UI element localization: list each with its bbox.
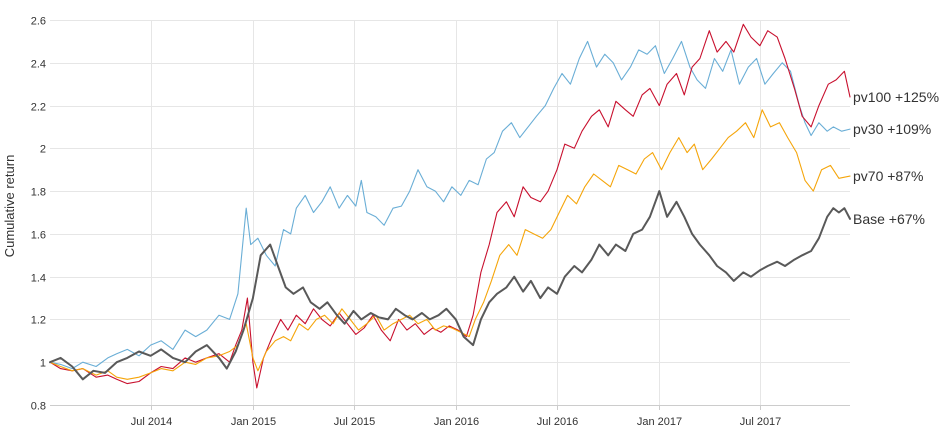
series-line-pv100 [49, 23, 851, 389]
y-axis-title: Cumulative return [2, 155, 17, 258]
series-label-pv70: pv70 +87% [853, 168, 923, 184]
series-line-pv30 [49, 40, 851, 370]
y-tick-label: 2.2 [31, 102, 46, 114]
x-tick-label: Jan 2015 [231, 416, 276, 428]
y-tick-label: 1.8 [31, 187, 46, 199]
axes: 0.8 1 1.2 1.4 1.6 1.8 2 2.2 2.4 2.6 Jul 2014 Jan 20… [31, 16, 850, 428]
y-tick-label: 1 [40, 358, 46, 370]
y-tick-label: 1.4 [31, 273, 46, 285]
x-tick-label: Jan 2017 [637, 416, 682, 428]
y-tick-label: 1.2 [31, 315, 46, 327]
y-tick-label: 2.6 [31, 16, 46, 28]
series-line-pv70 [49, 109, 851, 380]
x-tick-label: Jul 2016 [537, 416, 579, 428]
x-tick-label: Jul 2015 [334, 416, 376, 428]
series-label-base: Base +67% [853, 211, 925, 227]
series-lines [49, 23, 851, 389]
y-tick-label: 2.4 [31, 59, 46, 71]
x-tick-label: Jan 2016 [434, 416, 479, 428]
y-tick-label: 1.6 [31, 230, 46, 242]
series-label-pv100: pv100 +125% [853, 89, 939, 105]
x-tick-label: Jul 2014 [131, 416, 173, 428]
series-end-labels: pv30 +109% pv100 +125% pv70 +87% Base +67% [853, 89, 939, 227]
x-tick-label: Jul 2017 [740, 416, 782, 428]
gridlines [50, 20, 850, 406]
y-tick-label: 0.8 [31, 401, 46, 413]
y-tick-label: 2 [40, 144, 46, 156]
series-label-pv30: pv30 +109% [853, 121, 931, 137]
series-line-base [49, 190, 851, 381]
